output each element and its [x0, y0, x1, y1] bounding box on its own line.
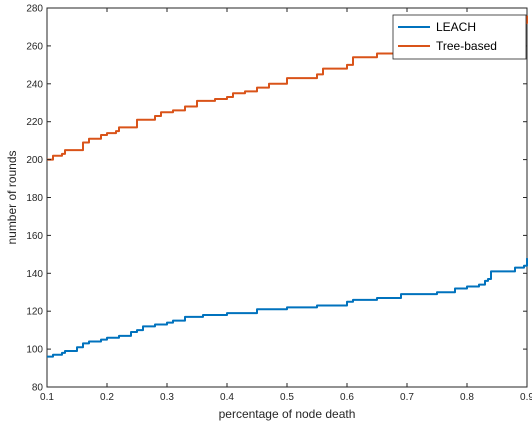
legend-label-leach: LEACH: [436, 20, 476, 34]
y-tick-label: 240: [26, 79, 43, 90]
x-tick-label: 0.4: [220, 392, 234, 403]
legend-label-tree-based: Tree-based: [436, 39, 497, 53]
y-tick-label: 120: [26, 307, 43, 318]
legend: LEACH Tree-based: [392, 14, 527, 60]
x-tick-label: 0.1: [40, 392, 54, 403]
axes-box: [46, 7, 528, 388]
y-axis-label: number of rounds: [5, 150, 19, 244]
x-tick-label: 0.5: [280, 392, 294, 403]
plot-area: [46, 7, 528, 388]
y-tick-label: 160: [26, 231, 43, 242]
y-tick-label: 100: [26, 345, 43, 356]
x-tick-label: 0.2: [100, 392, 114, 403]
y-tick-label: 280: [26, 4, 43, 15]
ticks-layer: 0.1 0.2 0.3 0.4 0.5 0.6 0.7 0.8 0.9 80 100 120 140 16…: [26, 4, 532, 404]
y-tick-label: 200: [26, 155, 43, 166]
y-tick-label: 180: [26, 193, 43, 204]
series-line-tree-based: [47, 15, 528, 161]
series-layer: [47, 15, 528, 358]
x-tick-label: 0.6: [340, 392, 354, 403]
y-tick-label: 220: [26, 117, 43, 128]
x-tick-label: 0.7: [400, 392, 414, 403]
x-axis-label: percentage of node death: [219, 407, 356, 421]
x-tick-label: 0.8: [460, 392, 474, 403]
x-tick-label: 0.9: [520, 392, 532, 403]
y-tick-label: 260: [26, 41, 43, 52]
y-tick-label: 140: [26, 269, 43, 280]
y-tick-label: 80: [32, 383, 44, 394]
series-line-leach: [47, 258, 528, 358]
x-tick-label: 0.3: [160, 392, 174, 403]
legend-box: [392, 14, 527, 60]
